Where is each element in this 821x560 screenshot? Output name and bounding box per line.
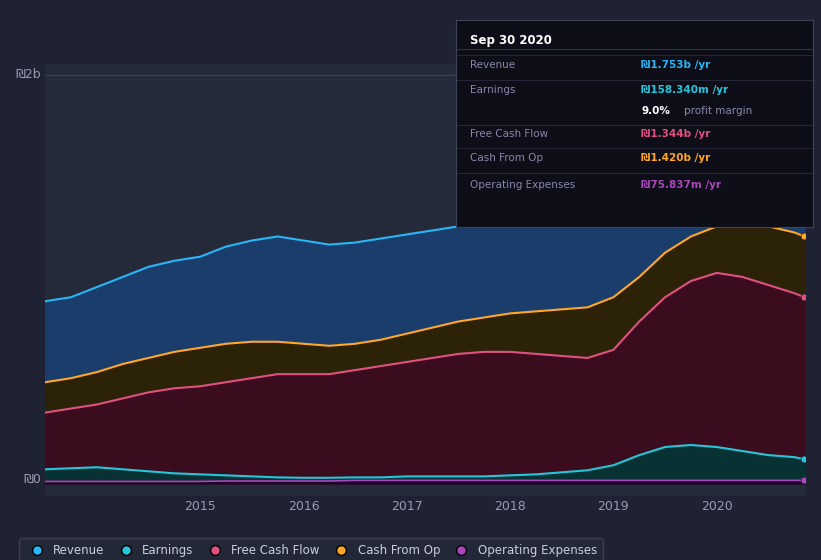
Text: ₪75.837m /yr: ₪75.837m /yr <box>641 180 722 190</box>
Text: Cash From Op: Cash From Op <box>470 153 543 164</box>
Text: ₪1.344b /yr: ₪1.344b /yr <box>641 129 711 138</box>
Text: ₪1.753b /yr: ₪1.753b /yr <box>641 60 711 70</box>
Text: ₪0: ₪0 <box>24 473 41 486</box>
Text: profit margin: profit margin <box>684 106 753 116</box>
Text: Revenue: Revenue <box>470 60 515 70</box>
Text: 9.0%: 9.0% <box>641 106 670 116</box>
Text: Free Cash Flow: Free Cash Flow <box>470 129 548 138</box>
Legend: Revenue, Earnings, Free Cash Flow, Cash From Op, Operating Expenses: Revenue, Earnings, Free Cash Flow, Cash … <box>19 538 603 560</box>
Text: Operating Expenses: Operating Expenses <box>470 180 576 190</box>
Text: Sep 30 2020: Sep 30 2020 <box>470 34 552 47</box>
Text: Earnings: Earnings <box>470 85 516 95</box>
Text: ₪158.340m /yr: ₪158.340m /yr <box>641 85 728 95</box>
Text: ₪2b: ₪2b <box>16 68 41 81</box>
Text: ₪1.420b /yr: ₪1.420b /yr <box>641 153 711 164</box>
